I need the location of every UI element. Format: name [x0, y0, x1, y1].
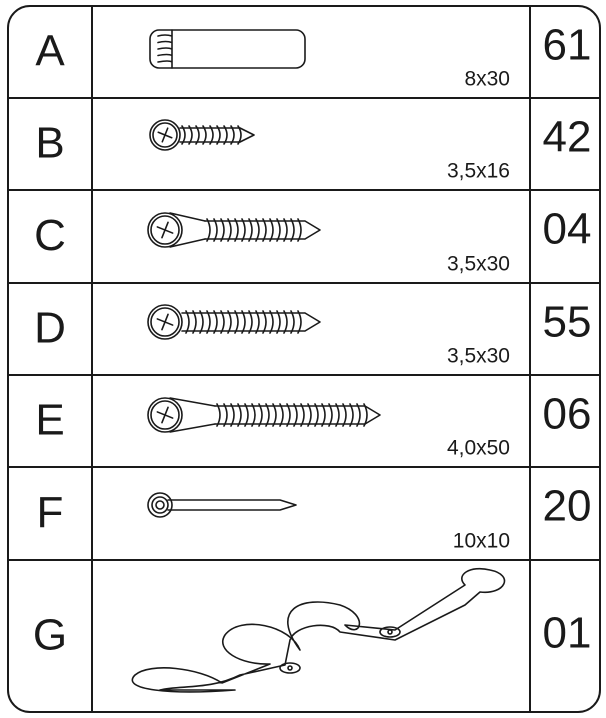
part-count: 20 — [543, 482, 592, 531]
part-drawing — [147, 492, 173, 518]
part-letter: B — [35, 119, 64, 168]
part-drawing — [387, 629, 393, 635]
table-border — [7, 5, 601, 713]
part-drawing — [181, 125, 242, 145]
part-count: 01 — [543, 609, 592, 658]
part-drawing — [131, 567, 506, 693]
part-drawing — [379, 626, 401, 638]
part-drawing — [149, 119, 181, 151]
part-size: 10x10 — [453, 530, 510, 553]
part-drawing — [214, 405, 381, 425]
part-letter: D — [34, 304, 66, 353]
part-letter: G — [33, 611, 67, 660]
part-drawing — [147, 397, 183, 433]
part-letter: C — [34, 211, 66, 260]
part-count: 55 — [543, 298, 592, 347]
part-drawing — [169, 212, 206, 248]
part-drawing — [216, 403, 368, 427]
part-drawing — [152, 122, 178, 148]
part-drawing — [185, 310, 302, 334]
part-drawing — [156, 406, 174, 424]
part-drawing — [147, 212, 183, 248]
part-size: 8x30 — [464, 68, 510, 91]
part-count: 42 — [543, 113, 592, 162]
part-drawing — [147, 304, 183, 340]
part-drawing — [151, 496, 169, 514]
part-size: 3,5x16 — [447, 160, 510, 183]
part-size: 3,5x30 — [447, 345, 510, 368]
part-letter: E — [35, 396, 64, 445]
part-drawing — [169, 397, 216, 433]
part-letter: A — [35, 27, 65, 76]
part-drawing — [156, 313, 174, 331]
part-drawing — [157, 29, 173, 69]
part-drawing — [157, 127, 173, 143]
part-drawing — [150, 215, 180, 245]
part-drawing — [287, 665, 293, 671]
part-letter: F — [37, 488, 64, 537]
part-drawing — [156, 221, 174, 239]
part-count: 04 — [543, 205, 592, 254]
part-drawing — [155, 500, 165, 510]
part-size: 3,5x30 — [447, 253, 510, 276]
part-drawing — [206, 218, 302, 242]
part-drawing — [167, 499, 297, 511]
part-drawing — [150, 400, 180, 430]
part-count: 61 — [543, 21, 592, 70]
part-drawing — [279, 662, 301, 674]
part-count: 06 — [543, 390, 592, 439]
part-drawing — [150, 307, 180, 337]
part-size: 4,0x50 — [447, 437, 510, 460]
part-drawing — [149, 29, 306, 69]
